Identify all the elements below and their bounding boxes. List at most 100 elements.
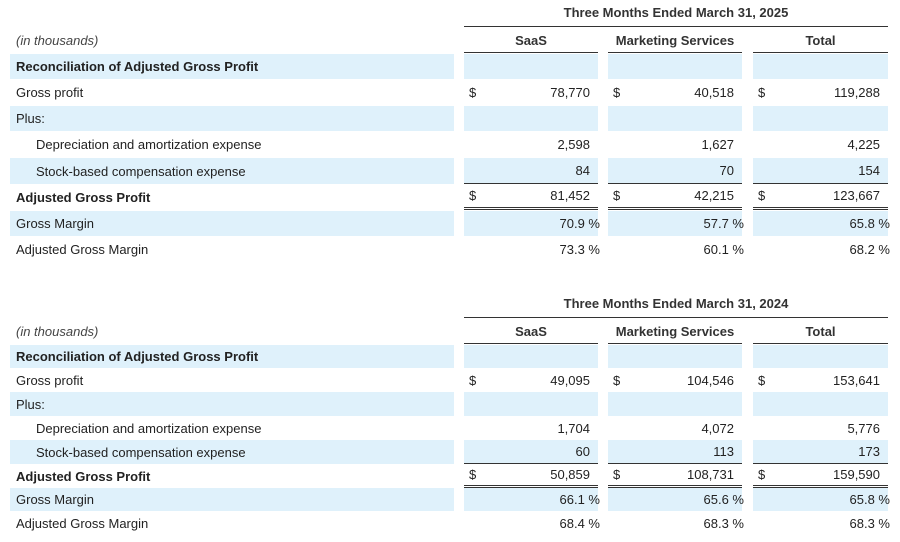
cell-saas: 66.1 %	[464, 488, 600, 511]
period-title: Three Months Ended March 31, 2024	[563, 296, 789, 311]
cell-blank	[608, 345, 742, 368]
row-label: Gross profit	[16, 84, 84, 100]
currency-symbol: $	[613, 84, 621, 100]
cell-marketing: 4,072	[608, 416, 742, 440]
row-label: Depreciation and amortization expense	[36, 420, 262, 436]
cell-saas: 1,704	[464, 416, 598, 440]
currency-symbol: $	[469, 188, 477, 203]
unit-label: (in thousands)	[16, 324, 99, 339]
currency-symbol: $	[758, 372, 766, 388]
cell-value: 60	[575, 444, 590, 459]
cell-value: 173	[858, 444, 880, 459]
cell-value: 57.7 %	[703, 216, 744, 231]
row-label: Adjusted Gross Profit	[16, 189, 151, 205]
cell-value: 1,704	[557, 420, 590, 436]
cell-value: 70	[719, 163, 734, 178]
section-title-row: Reconciliation of Adjusted Gross Profit	[10, 54, 888, 79]
cell-marketing: 68.3 %	[608, 511, 744, 535]
unit-label: (in thousands)	[16, 33, 99, 48]
cell-blank	[753, 54, 888, 79]
cell-blank	[464, 54, 598, 79]
cell-total: $153,641	[753, 368, 888, 392]
cell-value: 66.1 %	[559, 492, 600, 507]
table-row-adjusted-gross-margin: Adjusted Gross Margin 68.4 % 68.3 % 68.3…	[10, 511, 890, 535]
table-row-adjusted-gross-profit: Adjusted Gross Profit $50,859 $108,731 $…	[10, 464, 888, 488]
cell-value: 1,627	[701, 136, 734, 152]
cell-saas: $50,859	[464, 464, 598, 488]
column-header-marketing-services: Marketing Services	[608, 319, 742, 344]
cell-total: $119,288	[753, 79, 888, 105]
currency-symbol: $	[469, 84, 477, 100]
row-label: Gross Margin	[10, 211, 454, 236]
cell-total: 154	[753, 158, 888, 184]
cell-total: $123,667	[753, 184, 888, 210]
cell-value: 159,590	[833, 467, 880, 482]
row-label: Plus:	[10, 106, 454, 131]
cell-value: 154	[858, 163, 880, 178]
period-rule	[464, 26, 888, 27]
table-row-gross-profit: Gross profit $49,095 $104,546 $153,641	[10, 368, 888, 392]
cell-value: 68.4 %	[559, 515, 600, 531]
cell-marketing: 70	[608, 158, 742, 184]
row-label: Plus:	[10, 392, 454, 416]
table-row-stock-comp: Stock-based compensation expense 84 70 1…	[10, 158, 888, 184]
cell-value: 113	[713, 444, 734, 459]
column-header-row: (in thousands) SaaS Marketing Services T…	[10, 28, 888, 53]
cell-marketing: 1,627	[608, 131, 742, 157]
cell-blank	[464, 106, 598, 131]
row-label: Gross Margin	[10, 488, 454, 511]
currency-symbol: $	[613, 467, 621, 482]
cell-value: 5,776	[847, 420, 880, 436]
cell-value: 70.9 %	[559, 216, 600, 231]
table-row-adjusted-gross-margin: Adjusted Gross Margin 73.3 % 60.1 % 68.2…	[10, 236, 890, 262]
table-row-depreciation: Depreciation and amortization expense 2,…	[10, 131, 888, 157]
cell-value: 68.2 %	[849, 241, 890, 257]
cell-value: 65.6 %	[703, 492, 744, 507]
cell-value: 4,072	[701, 420, 734, 436]
cell-value: 68.3 %	[703, 515, 744, 531]
currency-symbol: $	[758, 467, 766, 482]
cell-value: 40,518	[694, 84, 734, 100]
currency-symbol: $	[758, 84, 766, 100]
table-row-gross-profit: Gross profit $78,770 $40,518 $119,288	[10, 79, 888, 105]
row-label: Adjusted Gross Profit	[16, 468, 151, 484]
cell-total: 68.3 %	[753, 511, 890, 535]
cell-blank	[608, 106, 742, 131]
cell-marketing: 57.7 %	[608, 211, 744, 236]
cell-saas: $49,095	[464, 368, 598, 392]
cell-value: 2,598	[557, 136, 590, 152]
period-rule	[464, 317, 888, 318]
cell-blank	[464, 345, 598, 368]
cell-value: 68.3 %	[849, 515, 890, 531]
table-row-plus: Plus:	[10, 106, 888, 131]
cell-saas: 60	[464, 440, 598, 464]
table-row-depreciation: Depreciation and amortization expense 1,…	[10, 416, 888, 440]
cell-blank	[464, 392, 598, 416]
cell-saas: 84	[464, 158, 598, 184]
cell-saas: 68.4 %	[464, 511, 600, 535]
cell-value: 108,731	[687, 467, 734, 482]
cell-total: 68.2 %	[753, 236, 890, 262]
cell-marketing: 113	[608, 440, 742, 464]
column-header-saas: SaaS	[464, 319, 598, 344]
section-title-row: Reconciliation of Adjusted Gross Profit	[10, 345, 888, 368]
table-row-stock-comp: Stock-based compensation expense 60 113 …	[10, 440, 888, 464]
cell-marketing: $104,546	[608, 368, 742, 392]
row-label: Depreciation and amortization expense	[36, 136, 262, 152]
cell-saas: $78,770	[464, 79, 598, 105]
cell-value: 60.1 %	[703, 241, 744, 257]
cell-total: 65.8 %	[753, 488, 890, 511]
section-title: Reconciliation of Adjusted Gross Profit	[10, 345, 454, 368]
table-row-gross-margin: Gross Margin 70.9 % 57.7 % 65.8 %	[10, 211, 890, 236]
cell-blank	[608, 54, 742, 79]
column-header-total: Total	[753, 28, 888, 53]
cell-saas: 73.3 %	[464, 236, 600, 262]
row-label: Stock-based compensation expense	[10, 158, 454, 184]
cell-marketing: $108,731	[608, 464, 742, 488]
cell-saas: $81,452	[464, 184, 598, 210]
row-label: Stock-based compensation expense	[10, 440, 454, 464]
cell-value: 73.3 %	[559, 241, 600, 257]
cell-value: 84	[575, 163, 590, 178]
cell-value: 49,095	[550, 372, 590, 388]
cell-value: 81,452	[550, 188, 590, 203]
